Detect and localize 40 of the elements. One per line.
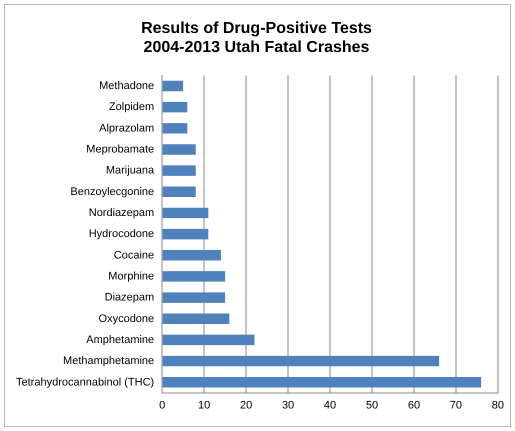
x-tick-label: 40 xyxy=(324,399,336,412)
x-tick-label: 70 xyxy=(450,399,462,412)
bar xyxy=(162,165,196,176)
y-tick-label: Cocaine xyxy=(114,249,154,262)
bar xyxy=(162,186,196,198)
y-tick-label: Methadone xyxy=(99,80,154,92)
x-tick-label: 50 xyxy=(366,399,378,412)
bar xyxy=(162,228,208,240)
y-tick-label: Tetrahydrocannabinol (THC) xyxy=(16,376,154,388)
bar xyxy=(162,250,221,260)
x-tick-label: 60 xyxy=(408,399,420,412)
bar xyxy=(162,123,188,134)
y-tick-label: Meprobamate xyxy=(86,143,154,156)
bar xyxy=(162,314,230,324)
y-tick-label: Zolpidem xyxy=(108,101,154,114)
y-tick-label: Amphetamine xyxy=(86,334,154,346)
y-tick-label: Hydrocodone xyxy=(88,228,154,240)
y-tick-label: Marijuana xyxy=(106,164,156,177)
y-tick-label: Alprazolam xyxy=(99,122,154,134)
y-tick-label: Nordiazepam xyxy=(88,206,154,219)
x-tick-label: 10 xyxy=(198,399,210,412)
y-tick-label: Diazepam xyxy=(104,292,154,304)
y-tick-label: Benzoylecgonine xyxy=(70,186,154,198)
chart-title: Results of Drug-Positive Tests 2004-2013 Utah Fatal Crashes xyxy=(141,20,372,56)
x-tick-label: 20 xyxy=(240,399,252,412)
bar xyxy=(162,80,184,92)
y-tick-label: Methamphetamine xyxy=(63,355,154,368)
y-tick-label: Morphine xyxy=(108,270,154,282)
x-tick-label: 80 xyxy=(492,399,504,412)
bar xyxy=(162,208,208,218)
y-tick-label: Oxycodone xyxy=(98,312,154,325)
bar xyxy=(162,271,226,282)
bar xyxy=(162,292,226,303)
bar xyxy=(162,102,188,112)
bar xyxy=(162,376,482,388)
bar xyxy=(162,356,440,366)
x-tick-label: 30 xyxy=(282,399,294,412)
bar xyxy=(162,334,254,346)
x-tick-label: 0 xyxy=(159,399,166,412)
bar xyxy=(162,144,196,155)
